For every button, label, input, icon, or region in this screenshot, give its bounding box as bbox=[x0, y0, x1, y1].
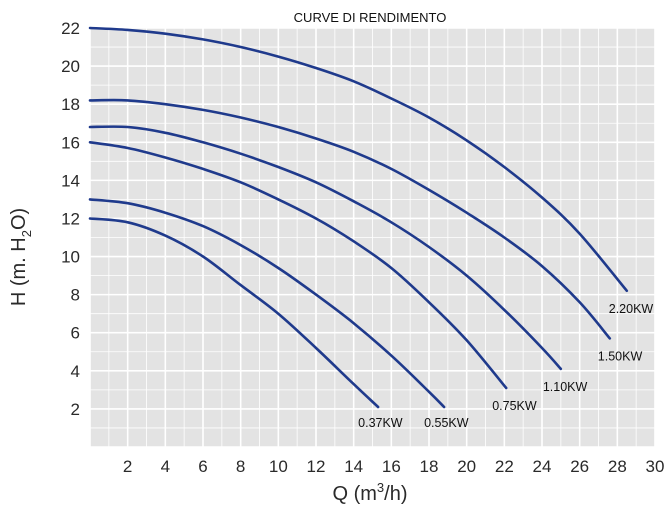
y-tick-label: 12 bbox=[61, 209, 80, 228]
x-tick-label: 20 bbox=[457, 457, 476, 476]
x-tick-label: 24 bbox=[533, 457, 552, 476]
x-tick-label: 12 bbox=[307, 457, 326, 476]
y-axis-label-main: H (m. H bbox=[8, 237, 30, 306]
chart-title: CURVE DI RENDIMENTO bbox=[294, 10, 447, 25]
x-tick-label: 28 bbox=[608, 457, 627, 476]
series-label: 0.75KW bbox=[492, 399, 537, 413]
curve-0.55KW bbox=[88, 198, 446, 409]
series-label: 1.10KW bbox=[543, 380, 588, 394]
x-axis-label: Q (m3/h) bbox=[332, 480, 407, 505]
x-tick-label: 6 bbox=[198, 457, 207, 476]
x-tick-label: 10 bbox=[269, 457, 288, 476]
series-labels: 0.37KW 0.55KW 0.75KW 1.10KW 1.50KW 2.20KW bbox=[358, 302, 653, 430]
y-tick-label: 10 bbox=[61, 248, 80, 267]
curve-1.10KW bbox=[88, 125, 563, 371]
curve-2.20KW bbox=[88, 26, 629, 293]
x-axis-label-main: Q (m bbox=[332, 483, 376, 505]
ticks: 2 4 6 8 10 12 14 16 18 20 22 24 26 28 3024681012141618… bbox=[61, 19, 664, 476]
y-tick-label: 6 bbox=[71, 324, 80, 343]
y-tick-label: 16 bbox=[61, 133, 80, 152]
y-tick-label: 4 bbox=[71, 362, 80, 381]
y-tick-label: 18 bbox=[61, 95, 80, 114]
series-label: 0.37KW bbox=[358, 416, 403, 430]
curve-0.37KW bbox=[88, 217, 380, 409]
y-tick-label: 8 bbox=[71, 286, 80, 305]
x-tick-label: 30 bbox=[646, 457, 665, 476]
x-tick-label: 14 bbox=[344, 457, 363, 476]
y-tick-label: 2 bbox=[71, 400, 80, 419]
y-tick-label: 20 bbox=[61, 57, 80, 76]
curve-0.75KW bbox=[88, 141, 508, 390]
x-tick-label: 26 bbox=[570, 457, 589, 476]
x-tick-label: 22 bbox=[495, 457, 514, 476]
curves bbox=[88, 26, 629, 409]
y-tick-label: 14 bbox=[61, 171, 80, 190]
x-axis-label-tail: /h) bbox=[384, 483, 407, 505]
series-label: 0.55KW bbox=[424, 416, 469, 430]
y-axis-label-tail: O) bbox=[8, 208, 30, 230]
x-tick-label: 8 bbox=[236, 457, 245, 476]
x-tick-label: 16 bbox=[382, 457, 401, 476]
x-tick-label: 18 bbox=[420, 457, 439, 476]
x-tick-label: 2 bbox=[123, 457, 132, 476]
x-axis-label-sup: 3 bbox=[377, 480, 384, 495]
y-axis-label-sub: 2 bbox=[19, 230, 34, 237]
grid bbox=[89, 27, 656, 448]
series-label: 2.20KW bbox=[609, 302, 654, 316]
x-tick-label: 4 bbox=[161, 457, 170, 476]
y-tick-label: 22 bbox=[61, 19, 80, 38]
curve-1.50KW bbox=[88, 98, 612, 340]
series-label: 1.50KW bbox=[598, 349, 643, 363]
y-axis-label: H (m. H2O) bbox=[8, 208, 34, 306]
